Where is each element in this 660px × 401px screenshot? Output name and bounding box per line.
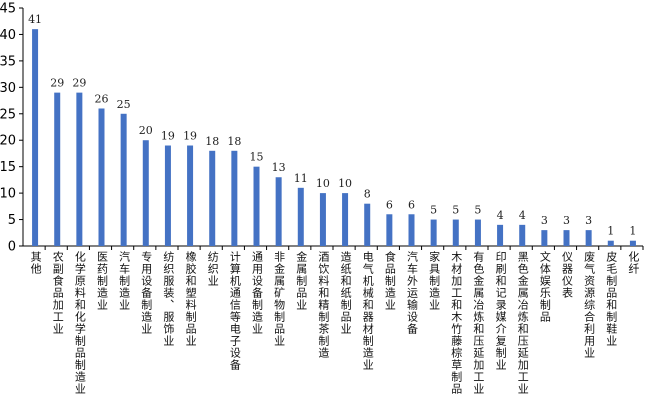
x-tick-label: 非金属矿物制品业 [272, 251, 286, 347]
data-label: 4 [497, 209, 504, 222]
y-tick-label: 30 [0, 81, 16, 96]
x-tick-label: 废气资源综合利用业 [582, 251, 596, 359]
data-label: 3 [585, 214, 592, 227]
data-label: 19 [161, 130, 175, 143]
bar [142, 140, 149, 246]
bar [209, 150, 216, 246]
y-tick-label: 5 [8, 213, 16, 228]
data-label: 11 [294, 172, 308, 185]
bar [32, 29, 39, 247]
data-label: 4 [519, 209, 526, 222]
bar [275, 177, 282, 246]
data-label: 13 [272, 161, 286, 174]
bar [76, 92, 83, 246]
x-tick-label: 木材加工和木竹藤棕草制品 [449, 251, 463, 395]
y-tick-label: 0 [8, 240, 16, 255]
data-label: 5 [474, 204, 481, 217]
bar [408, 214, 415, 246]
bar [253, 166, 260, 246]
data-label: 1 [629, 225, 636, 238]
x-tick-label: 农副食品加工业 [51, 251, 65, 335]
data-label: 6 [386, 198, 393, 211]
data-label: 18 [227, 135, 241, 148]
bar [342, 193, 349, 246]
y-tick-label: 15 [0, 160, 16, 175]
data-label: 3 [563, 214, 570, 227]
x-tick-label: 有色金属冶炼和压延加工业 [471, 251, 485, 395]
data-label: 1 [607, 225, 614, 238]
bar [120, 113, 127, 247]
bar [563, 230, 570, 246]
bar [297, 187, 304, 246]
x-tick-label: 黑色金属冶炼和压延加工业 [516, 251, 530, 395]
bar [386, 214, 393, 246]
y-tick-label: 45 [0, 2, 16, 17]
data-label: 8 [364, 188, 371, 201]
data-label: 29 [50, 77, 64, 90]
x-tick-label: 印刷和记录媒介复制业 [494, 251, 508, 371]
x-tick-label: 家具制造业 [427, 251, 441, 311]
x-tick-label: 纺织业 [206, 251, 220, 287]
y-tick-label: 10 [0, 187, 16, 202]
x-tick-label: 食品制造业 [383, 251, 397, 311]
data-label: 3 [541, 214, 548, 227]
bar [585, 230, 592, 246]
data-label: 5 [452, 204, 459, 217]
data-label: 25 [117, 98, 131, 111]
data-label: 20 [139, 124, 153, 137]
data-label: 41 [28, 13, 42, 26]
x-tick-label: 酒饮料和精制茶制造 [316, 251, 330, 359]
x-tick-label: 化学原料和化学制品制造业 [73, 251, 87, 395]
x-tick-label: 汽车制造业 [117, 251, 131, 311]
bar [474, 219, 481, 246]
data-label: 6 [408, 198, 415, 211]
y-tick-label: 35 [0, 54, 16, 69]
x-tick-label: 计算机通信等电子设备 [228, 251, 242, 371]
x-tick-label: 汽车外运输设备 [405, 251, 419, 335]
bar [364, 203, 371, 246]
bar [231, 150, 238, 246]
bar [497, 224, 504, 246]
x-tick-label: 橡胶和塑料制品业 [184, 251, 198, 347]
y-tick-label: 40 [0, 28, 16, 43]
data-label: 19 [183, 130, 197, 143]
bar [452, 219, 459, 246]
data-label: 10 [316, 177, 330, 190]
bar [519, 224, 526, 246]
bar [430, 219, 437, 246]
data-label: 26 [95, 92, 109, 105]
x-tick-label: 文体娱乐制品 [538, 251, 552, 323]
x-tick-label: 专用设备制造业 [139, 251, 153, 335]
data-label: 29 [72, 77, 86, 90]
x-tick-label: 金属制品业 [294, 251, 308, 311]
x-tick-label: 造纸和纸制品业 [339, 251, 353, 335]
x-tick-label: 医药制造业 [95, 251, 109, 311]
data-label: 15 [250, 151, 264, 164]
bar [319, 193, 326, 246]
x-tick-label: 纺织服装、服饰业 [161, 251, 175, 347]
y-tick-label: 20 [0, 134, 16, 149]
bar [607, 240, 614, 246]
bar [187, 145, 194, 246]
y-tick-label: 25 [0, 107, 16, 122]
x-tick-label: 皮毛制品和制鞋业 [604, 251, 618, 347]
data-label: 10 [338, 177, 352, 190]
x-tick-label: 电气机械和器材制造业 [361, 251, 375, 371]
bar [54, 92, 61, 246]
x-tick-label: 仪器仪表 [560, 251, 574, 299]
x-tick-label: 通用设备制造业 [250, 251, 264, 335]
x-tick-label: 其他 [29, 251, 43, 275]
bar [164, 145, 171, 246]
data-label: 18 [205, 135, 219, 148]
bar [541, 230, 548, 246]
x-tick-label: 化纤 [626, 251, 640, 275]
bar [629, 240, 636, 246]
bar [98, 108, 105, 246]
data-label: 5 [430, 204, 437, 217]
